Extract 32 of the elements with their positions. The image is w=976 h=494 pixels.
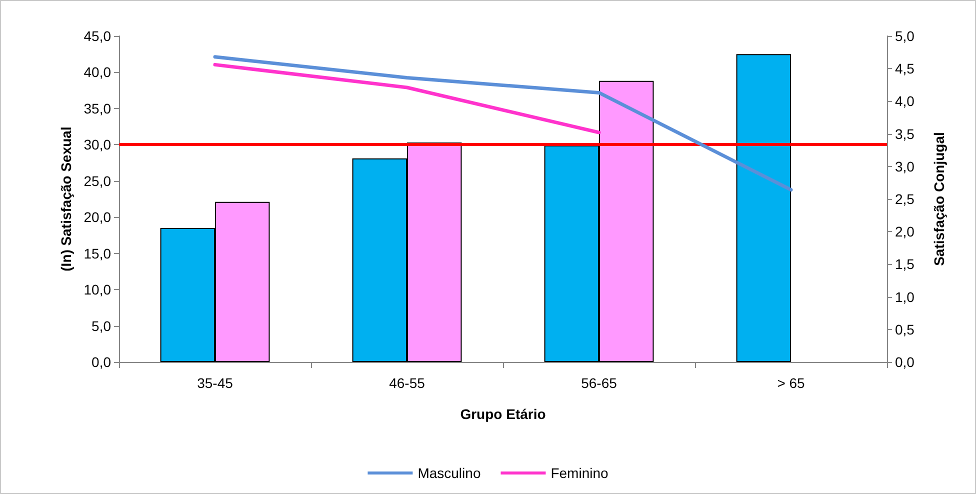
y-tick-label: 10,0 — [84, 282, 112, 298]
y2-tick-label: 3,0 — [895, 158, 915, 174]
y2-tick-label: 0,0 — [895, 354, 915, 370]
bar — [736, 54, 791, 362]
x-axis-title: Grupo Etário — [460, 406, 546, 422]
y2-tick-label: 0,5 — [895, 321, 915, 338]
y2-tick-label: 2,0 — [895, 224, 915, 240]
x-tick-label: 46-55 — [389, 375, 426, 391]
y2-tick-label: 2,5 — [895, 191, 915, 207]
legend-label: Feminino — [550, 465, 609, 481]
y-tick-label: 15,0 — [84, 245, 112, 262]
x-tick-label: 35-45 — [197, 375, 234, 391]
y-tick-label: 25,0 — [84, 172, 112, 189]
line-series — [213, 55, 793, 192]
y2-tick-label: 1,0 — [895, 288, 915, 305]
x-tick-label: > 65 — [777, 375, 806, 391]
y-tick-label: 35,0 — [84, 100, 112, 116]
y2-tick-label: 4,5 — [895, 60, 915, 77]
y-axis-title: (In) Satisfação Sexual — [58, 126, 74, 272]
y-tick-label: 30,0 — [84, 136, 112, 153]
y2-tick-label: 1,5 — [895, 256, 915, 272]
y2-tick-label: 4,0 — [895, 93, 915, 110]
y2-axis-title: Satisfação Conjugal — [931, 132, 947, 266]
y-tick-label: 0,0 — [92, 354, 112, 370]
x-tick-label: 56-65 — [581, 375, 618, 391]
legend-label: Masculino — [418, 465, 481, 481]
y-tick-label: 5,0 — [92, 318, 112, 334]
y-tick-label: 45,0 — [84, 28, 112, 44]
y2-tick-label: 5,0 — [895, 28, 915, 44]
y2-tick-label: 3,5 — [895, 126, 915, 142]
y-tick-label: 20,0 — [84, 209, 112, 226]
y-tick-label: 40,0 — [84, 64, 112, 80]
